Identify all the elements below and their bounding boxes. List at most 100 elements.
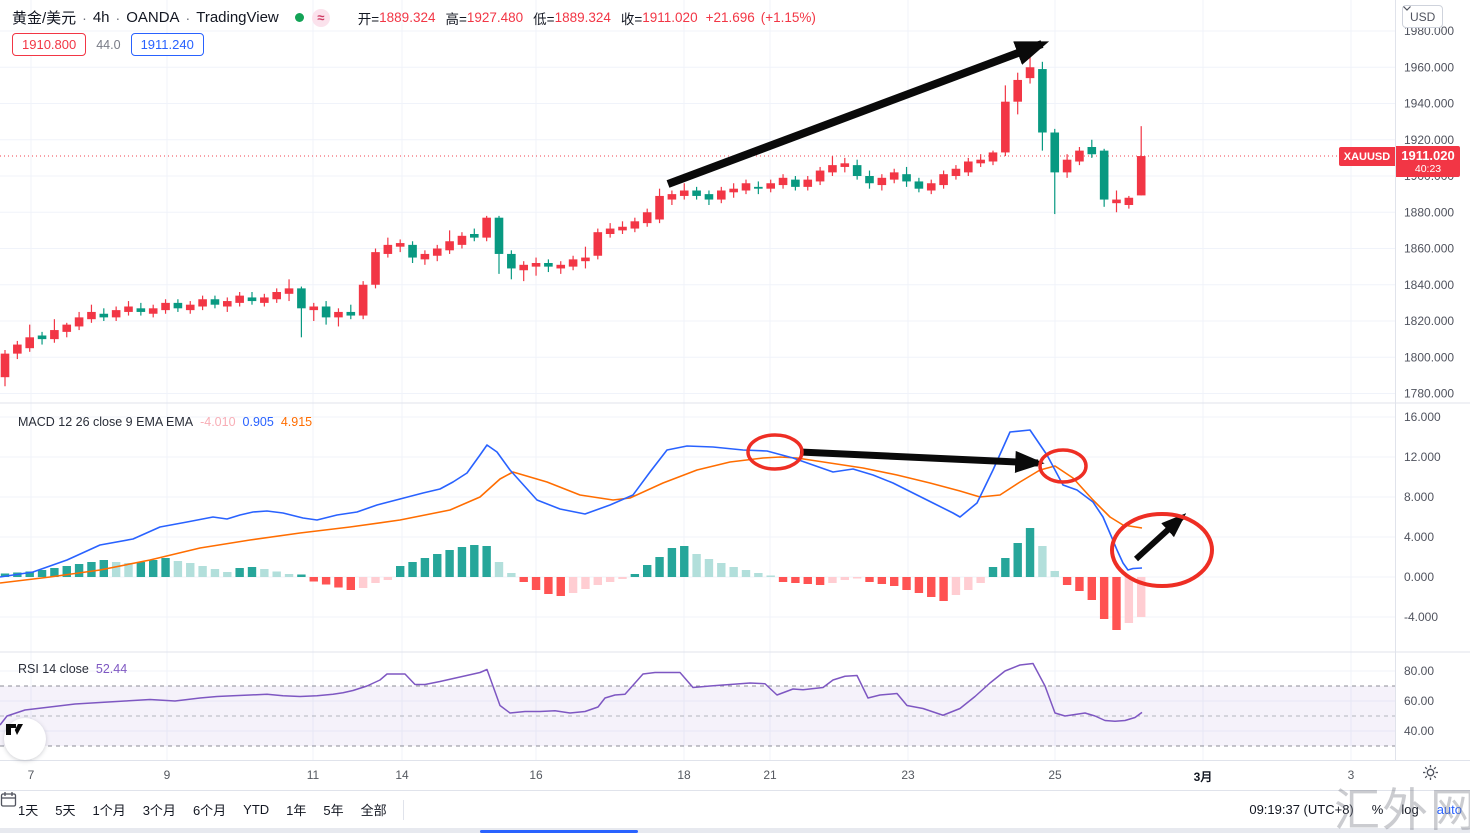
high-label: 高= <box>445 11 467 27</box>
macd-tick-label: -4.000 <box>1404 610 1438 624</box>
candle-body <box>235 295 244 303</box>
panel-separators <box>0 0 1470 760</box>
price-tick-label: 1800.000 <box>1404 350 1454 364</box>
macd-histogram-bar <box>729 567 738 577</box>
macd-histogram-bar <box>791 577 800 583</box>
candle-body <box>247 297 257 302</box>
candle-body <box>210 299 220 305</box>
macd-histogram-bar <box>1112 577 1121 630</box>
currency-dropdown[interactable]: USD <box>1402 5 1444 28</box>
candle-body <box>704 194 714 200</box>
gear-icon[interactable] <box>1422 764 1446 788</box>
macd-histogram-bar <box>494 562 504 577</box>
macd-histogram-bar <box>272 571 281 577</box>
range-button[interactable]: 6个月 <box>192 803 227 818</box>
macd-histogram-bar <box>581 577 590 589</box>
exchange-label[interactable]: OANDA <box>126 9 180 26</box>
macd-legend[interactable]: MACD 12 26 close 9 EMA EMA -4.010 0.905 … <box>18 415 312 429</box>
candle-body <box>926 183 936 191</box>
range-button[interactable]: 1个月 <box>92 803 126 818</box>
auto-scale-button[interactable]: auto <box>1436 802 1462 817</box>
macd-histogram-bar <box>1001 558 1010 577</box>
scrollbar-thumb[interactable] <box>480 830 638 833</box>
highlight-circle <box>746 433 804 471</box>
macd-histogram-bar <box>766 575 775 577</box>
range-button[interactable]: 5年 <box>323 803 344 818</box>
candle-body <box>803 179 813 187</box>
macd-histogram-bar <box>420 558 430 577</box>
macd-tick-label: 12.000 <box>1404 450 1441 464</box>
axis-tick-labels[interactable]: 1980.0001960.0001940.0001920.0001900.000… <box>1404 24 1454 738</box>
time-axis[interactable]: 7 9 11 14 16 18 21 23 25 3月 3 <box>0 760 1470 791</box>
candle-body <box>1099 150 1109 200</box>
tradingview-logo[interactable] <box>4 718 46 760</box>
open-value: 1889.324 <box>379 10 436 25</box>
interval-label[interactable]: 4h <box>92 9 110 26</box>
symbol-header: 黄金/美元 · 4h · OANDA · TradingView ≈ 开= 188… <box>12 7 816 28</box>
candle-body <box>531 263 541 267</box>
candle-body <box>964 161 973 173</box>
macd-histogram-bar <box>358 577 368 588</box>
candle-body <box>1062 159 1072 173</box>
rsi-tick-label: 60.00 <box>1404 694 1434 708</box>
candle-body <box>1124 197 1134 205</box>
macd-line-value: 0.905 <box>242 415 274 429</box>
macd-reversal-arrow <box>1133 513 1187 562</box>
candle-body <box>791 179 800 187</box>
sell-button[interactable]: 1910.800 <box>12 33 87 56</box>
candle-body <box>111 310 121 318</box>
range-button[interactable]: 1天 <box>18 803 39 818</box>
horizontal-scrollbar[interactable] <box>0 827 1470 833</box>
macd-histogram-bar <box>62 566 71 577</box>
delayed-data-icon[interactable]: ≈ <box>311 8 330 27</box>
candle-body <box>828 165 837 173</box>
annotations <box>666 40 1214 588</box>
price-tick-label: 1860.000 <box>1404 242 1454 256</box>
range-button[interactable]: 全部 <box>360 803 387 818</box>
clock[interactable]: 09:19:37 (UTC+8) <box>1249 802 1354 817</box>
macd-histogram-bar <box>396 566 405 577</box>
candle-body <box>87 311 96 320</box>
candle-body <box>852 165 862 176</box>
price-tick-label: 1940.000 <box>1404 97 1454 111</box>
range-button[interactable]: 5天 <box>55 803 76 818</box>
candle-body <box>717 190 726 200</box>
macd-histogram-bar <box>877 577 887 584</box>
chevron-down-icon <box>1403 6 1411 11</box>
macd-histogram-bar <box>1062 577 1072 585</box>
candle-body <box>679 190 689 196</box>
candle-body <box>358 284 368 316</box>
range-button[interactable]: 1年 <box>286 803 307 818</box>
rsi-legend[interactable]: RSI 14 close 52.44 <box>18 662 127 676</box>
candle-body <box>544 263 553 267</box>
candle-body <box>618 226 627 231</box>
macd-histogram-bar <box>667 548 677 577</box>
macd-histogram-bar <box>74 564 84 577</box>
symbol-name[interactable]: 黄金/美元 <box>12 10 77 27</box>
percent-scale-button[interactable]: % <box>1371 802 1384 817</box>
candle-body <box>630 221 640 229</box>
chart-canvas[interactable]: 1980.0001960.0001940.0001920.0001900.000… <box>0 0 1470 760</box>
range-button[interactable]: 3个月 <box>142 803 176 818</box>
macd-histogram-bar <box>803 577 812 584</box>
candle-body <box>507 253 516 269</box>
candle-body <box>556 264 566 269</box>
rsi-title: RSI 14 close <box>18 662 89 676</box>
log-scale-button[interactable]: log <box>1401 802 1419 817</box>
candle-body <box>309 306 319 311</box>
macd-histogram-bar <box>186 563 195 577</box>
candle-body <box>321 306 331 318</box>
candle-body <box>297 288 306 309</box>
range-button[interactable]: YTD <box>243 802 270 817</box>
macd-histogram-bar <box>717 563 726 577</box>
macd-histogram-bar <box>457 547 467 577</box>
buy-button[interactable]: 1911.240 <box>130 33 204 56</box>
macd-lines <box>0 429 1143 584</box>
macd-histogram-bar <box>630 574 640 577</box>
macd-histogram-bar <box>828 577 837 583</box>
platform-label[interactable]: TradingView <box>196 9 279 26</box>
price-tick-label: 1820.000 <box>1404 314 1454 328</box>
macd-histogram-bar <box>25 571 34 577</box>
macd-tick-label: 4.000 <box>1404 530 1434 544</box>
candle-body <box>99 313 109 318</box>
